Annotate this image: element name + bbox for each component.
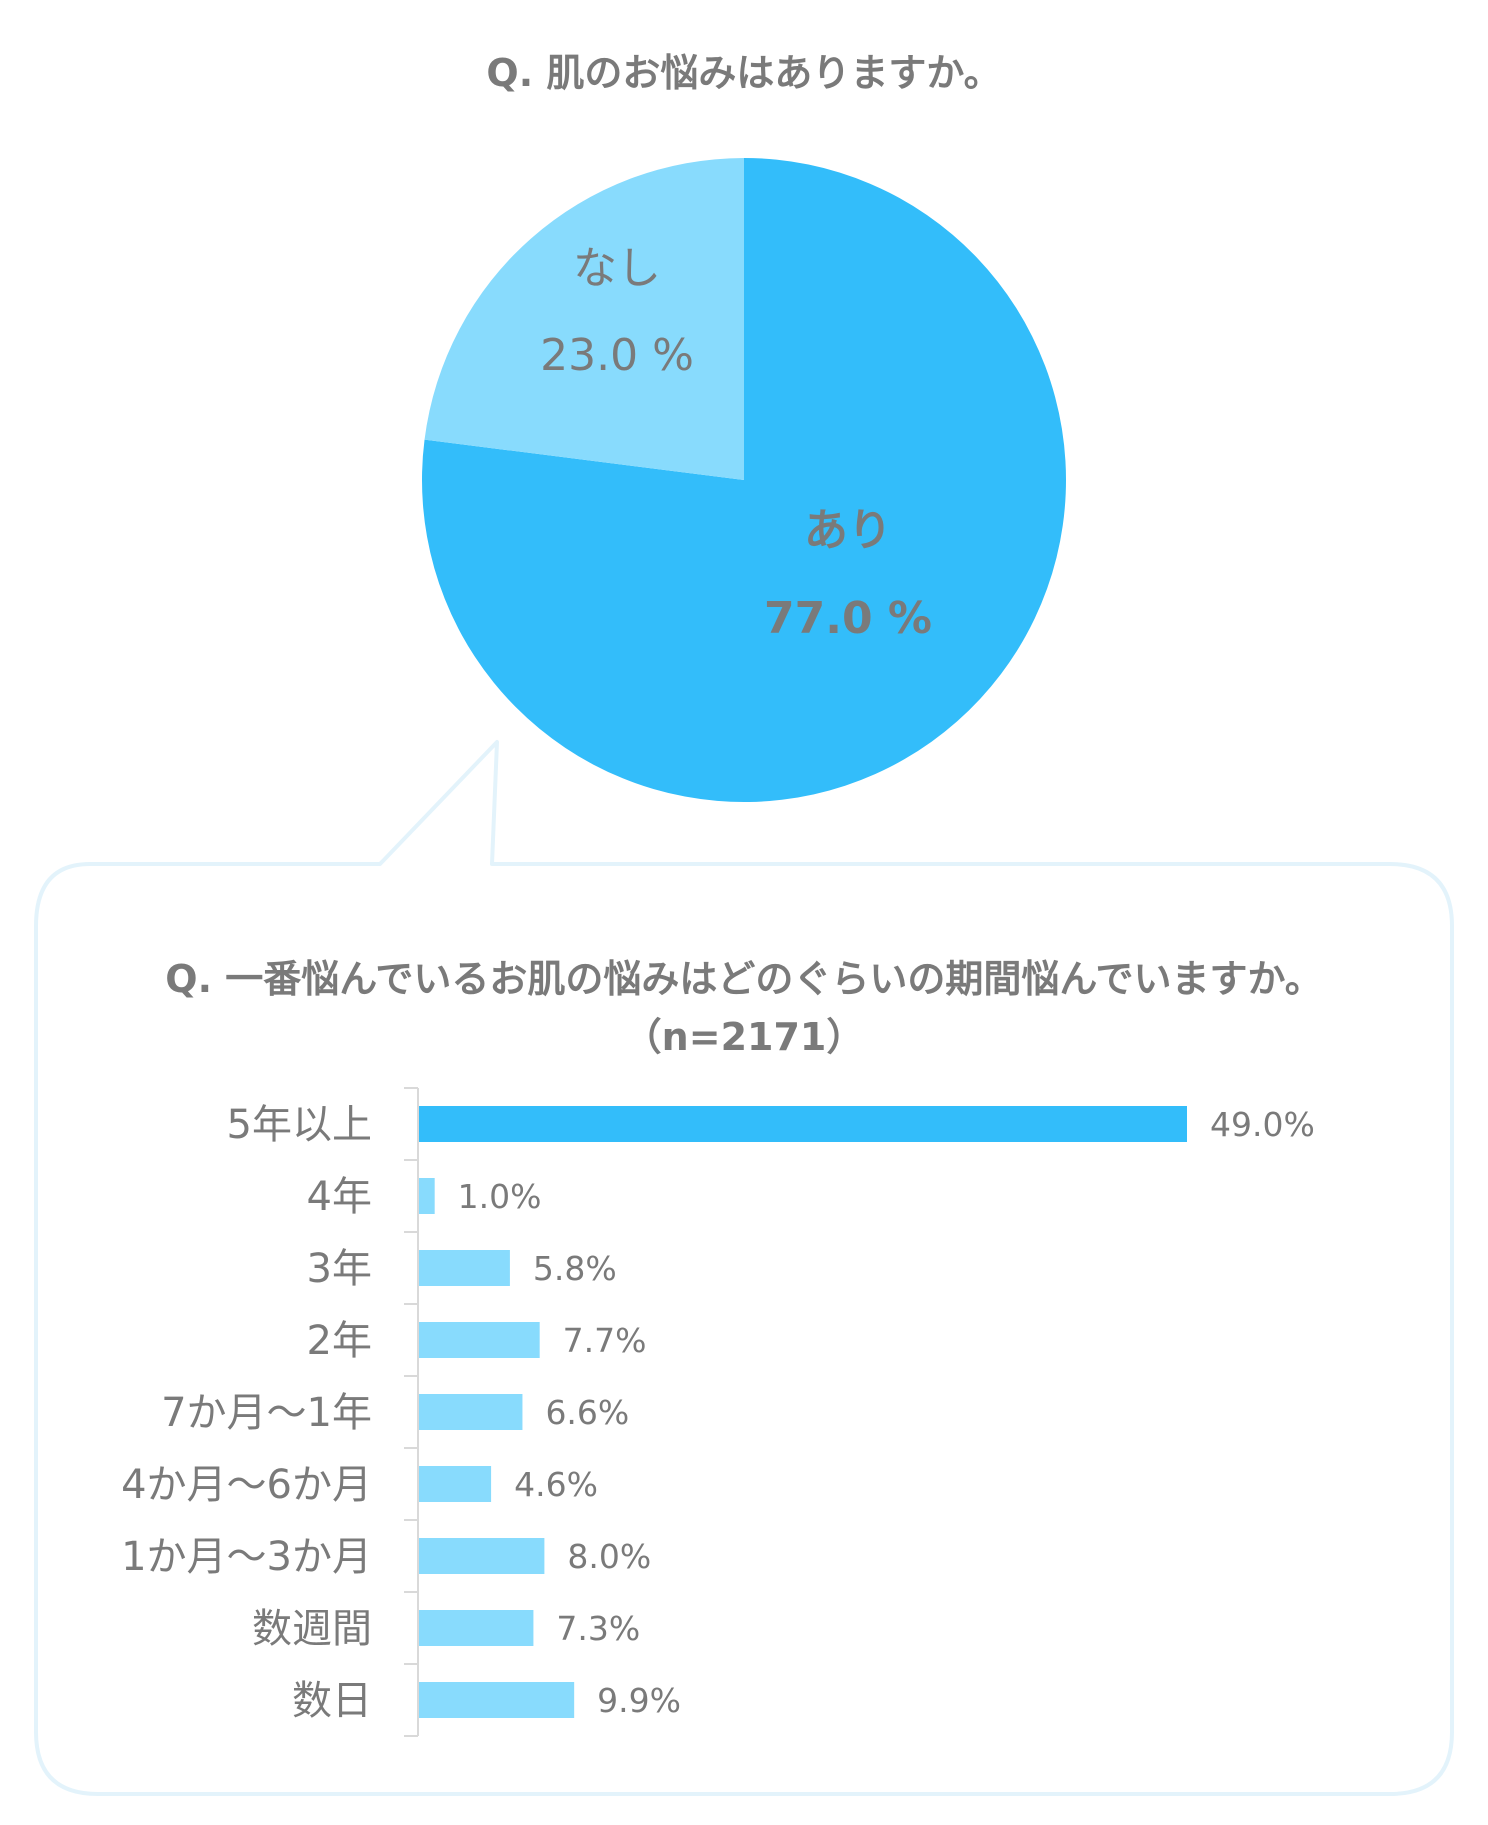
bar-category-label: 2年 — [307, 1318, 372, 1364]
bar-category-label: 4年 — [307, 1174, 372, 1220]
bar-6 — [419, 1538, 545, 1574]
bar-category-label: 5年以上 — [227, 1102, 372, 1148]
bar-value-label: 7.7% — [563, 1321, 647, 1360]
bar-chart-title-main: Q. 一番悩んでいるお肌の悩みはどのぐらいの期間悩んでいますか。 — [165, 957, 1323, 1001]
bar-8 — [419, 1682, 575, 1718]
pie-slice-label: あり — [804, 505, 892, 556]
bar-category-label: 3年 — [307, 1246, 372, 1292]
bar-value-label: 5.8% — [533, 1249, 617, 1288]
bar-chart-title: Q. 一番悩んでいるお肌の悩みはどのぐらいの期間悩んでいますか。 （n=2171… — [0, 950, 1488, 1066]
pie-slice-label: なし — [573, 243, 661, 294]
bar-category-label: 7か月～1年 — [161, 1390, 372, 1436]
bar-value-label: 8.0% — [567, 1537, 651, 1576]
bar-value-label: 1.0% — [458, 1177, 542, 1216]
pie-chart-title: Q. 肌のお悩みはありますか。 — [486, 51, 1002, 95]
bar-5 — [419, 1466, 492, 1502]
bar-value-label: 49.0% — [1210, 1105, 1315, 1144]
pie-slice-value-label: 23.0 % — [540, 330, 694, 381]
bar-2 — [419, 1250, 510, 1286]
bar-chart-subtitle: （n=2171） — [623, 1015, 865, 1059]
bar-7 — [419, 1610, 534, 1646]
bar-value-label: 4.6% — [514, 1465, 598, 1504]
bar-value-label: 6.6% — [545, 1393, 629, 1432]
pie-slice-value-label: 77.0 % — [764, 593, 932, 644]
callout-bubble — [34, 740, 1454, 1796]
pie-slice-1 — [424, 158, 744, 480]
bar-value-label: 7.3% — [556, 1609, 640, 1648]
pie-chart: あり 77.0 % なし 23.0 % — [421, 158, 1067, 802]
bar-3 — [419, 1322, 540, 1358]
bar-category-label: 数日 — [292, 1678, 372, 1724]
bar-value-label: 9.9% — [597, 1681, 681, 1720]
bar-chart: 5年以上 49.0% 4年 1.0% 3年 5.8% 2年 7.7% 7か月～1年 6.6% 4か月… — [121, 1087, 1315, 1737]
bar-category-label: 1か月～3か月 — [121, 1534, 372, 1580]
bar-category-label: 数週間 — [252, 1606, 372, 1652]
bar-4 — [419, 1394, 523, 1430]
bar-category-label: 4か月～6か月 — [121, 1462, 372, 1508]
bar-1 — [419, 1178, 435, 1214]
bar-0 — [419, 1106, 1187, 1142]
